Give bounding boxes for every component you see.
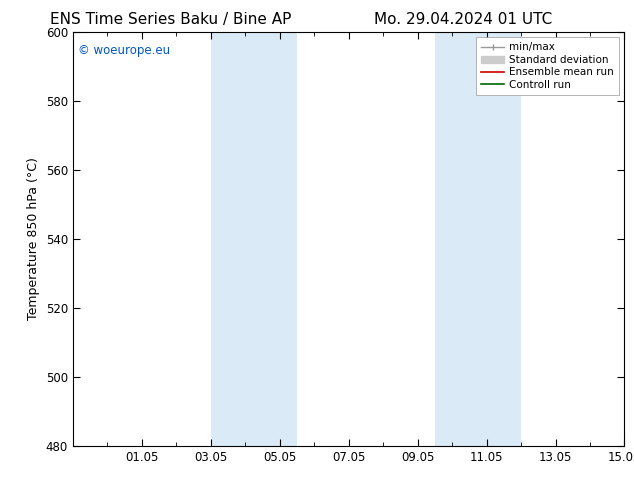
Legend: min/max, Standard deviation, Ensemble mean run, Controll run: min/max, Standard deviation, Ensemble me… <box>476 37 619 95</box>
Text: ENS Time Series Baku / Bine AP: ENS Time Series Baku / Bine AP <box>51 12 292 27</box>
Text: Mo. 29.04.2024 01 UTC: Mo. 29.04.2024 01 UTC <box>373 12 552 27</box>
Text: © woeurope.eu: © woeurope.eu <box>79 44 171 57</box>
Bar <box>210 32 297 446</box>
Bar <box>435 32 521 446</box>
Y-axis label: Temperature 850 hPa (°C): Temperature 850 hPa (°C) <box>27 157 40 320</box>
